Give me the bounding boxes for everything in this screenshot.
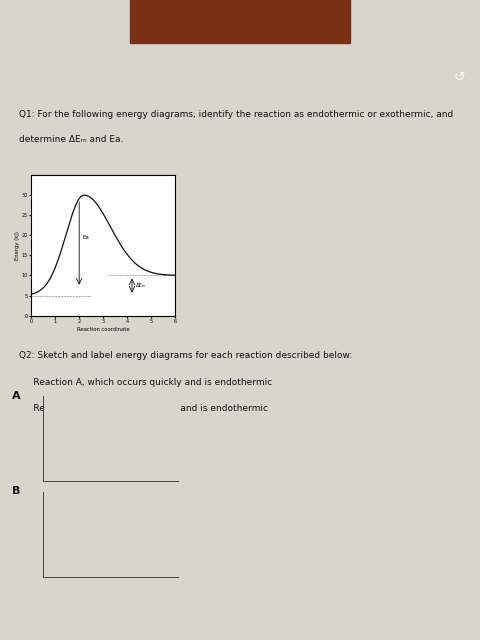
Text: Reaction B, which occurs slowly and is endothermic: Reaction B, which occurs slowly and is e… [19,404,268,413]
Text: ΔEᵣₙ: ΔEᵣₙ [136,283,146,288]
Text: Q2: Sketch and label energy diagrams for each reaction described below:: Q2: Sketch and label energy diagrams for… [19,351,352,360]
Text: Ea: Ea [82,235,89,240]
Text: Q1: For the following energy diagrams, identify the reaction as endothermic or e: Q1: For the following energy diagrams, i… [19,109,454,118]
Text: determine ΔEᵣₙ and Ea.: determine ΔEᵣₙ and Ea. [19,135,123,144]
Text: A: A [12,391,21,401]
Y-axis label: Energy (kJ): Energy (kJ) [15,231,20,260]
Text: Reaction A, which occurs quickly and is endothermic: Reaction A, which occurs quickly and is … [19,378,273,387]
Text: B: B [12,486,20,497]
Text: ↺: ↺ [454,70,466,84]
X-axis label: Reaction coordinate: Reaction coordinate [77,327,130,332]
Bar [130,0,350,42]
